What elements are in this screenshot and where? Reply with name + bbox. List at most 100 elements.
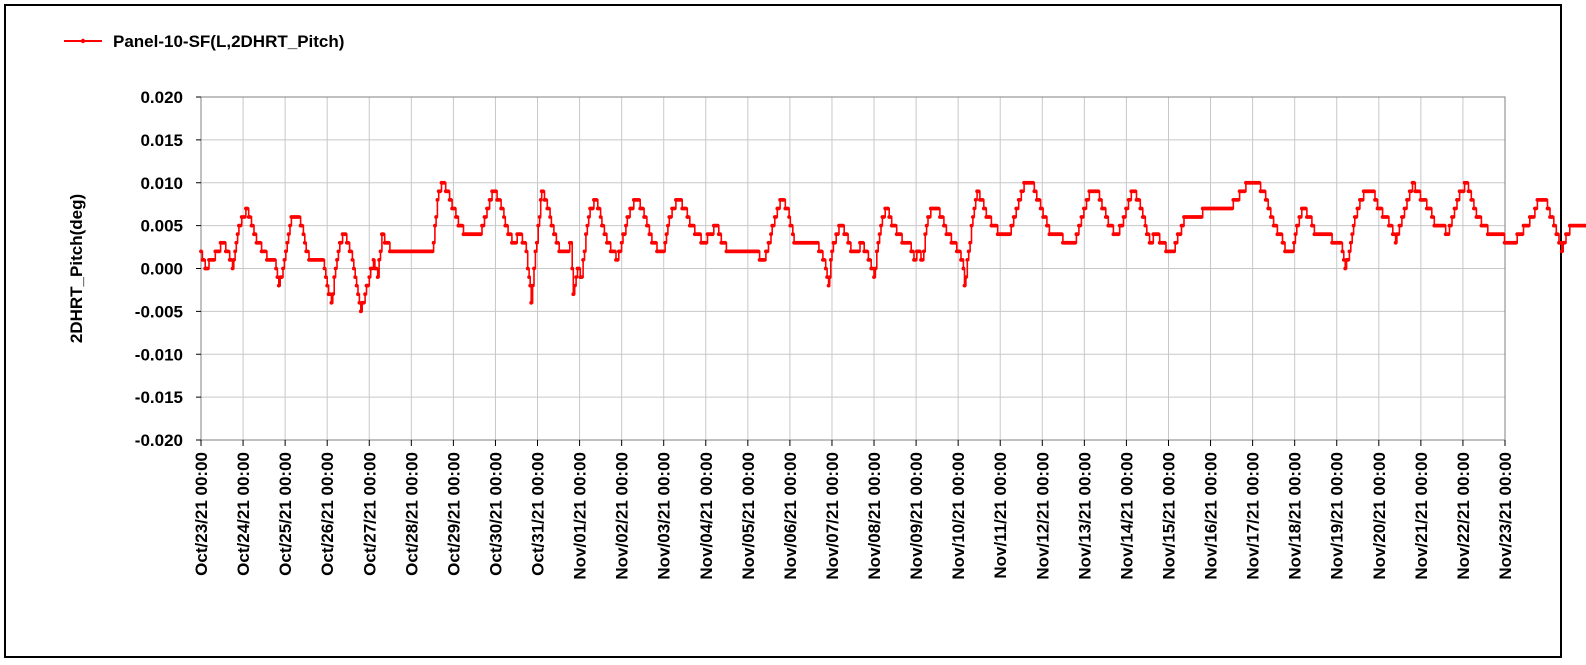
data-point — [1350, 232, 1355, 237]
data-point — [577, 266, 581, 271]
data-point — [378, 249, 383, 254]
data-point — [603, 232, 608, 237]
data-point — [826, 283, 831, 288]
data-point — [366, 283, 370, 288]
data-point — [1075, 232, 1080, 237]
data-point — [787, 215, 791, 219]
data-point — [1412, 180, 1416, 185]
data-point — [790, 232, 795, 237]
x-tick-label: Nov/06/21 00:00 — [781, 452, 800, 580]
data-point — [1292, 240, 1296, 245]
data-point — [767, 240, 772, 245]
data-point — [968, 240, 972, 245]
data-point — [1037, 198, 1042, 202]
data-point — [386, 240, 391, 245]
data-point — [449, 198, 453, 202]
data-point — [879, 223, 883, 228]
data-point — [664, 232, 669, 237]
data-point — [500, 206, 505, 211]
data-point — [336, 249, 341, 254]
data-point — [569, 240, 574, 245]
data-point — [335, 258, 339, 262]
data-point — [321, 258, 325, 262]
x-tick-label: Nov/11/21 00:00 — [991, 452, 1010, 579]
data-point — [841, 223, 845, 228]
legend-label: Panel-10-SF(L,2DHRT_Pitch) — [113, 32, 344, 51]
data-point — [238, 223, 243, 228]
data-point — [1453, 206, 1458, 211]
data-point — [582, 249, 587, 254]
data-point — [920, 258, 925, 262]
y-tick-label: -0.020 — [135, 431, 183, 450]
data-point — [486, 206, 491, 211]
x-tick-label: Nov/19/21 00:00 — [1328, 452, 1347, 580]
data-point — [612, 249, 617, 254]
data-point — [630, 206, 635, 211]
data-point — [691, 223, 696, 228]
data-point — [1346, 258, 1350, 262]
data-point — [1448, 223, 1453, 228]
data-point — [830, 249, 834, 254]
data-point — [1562, 240, 1567, 245]
x-tick-label: Nov/12/21 00:00 — [1033, 452, 1052, 580]
data-point — [1046, 223, 1051, 228]
data-point — [844, 232, 849, 237]
data-point — [1296, 223, 1300, 228]
data-point — [1555, 232, 1560, 237]
data-point — [205, 266, 210, 271]
data-point — [504, 223, 509, 228]
data-point — [1348, 240, 1353, 245]
data-point — [865, 249, 869, 254]
data-point — [433, 223, 437, 228]
data-point — [367, 275, 372, 279]
legend-swatch-marker — [80, 38, 86, 44]
data-point — [286, 232, 291, 237]
y-tick-label: 0.015 — [140, 131, 183, 150]
data-point — [917, 249, 922, 254]
data-point — [1371, 189, 1376, 194]
data-point — [1078, 223, 1082, 228]
data-point — [877, 232, 882, 237]
data-point — [927, 215, 932, 219]
data-point — [1137, 198, 1141, 202]
data-point — [250, 223, 255, 228]
chart-frame — [4, 4, 1562, 658]
data-point — [1262, 189, 1267, 194]
data-point — [571, 292, 576, 297]
data-point — [785, 206, 790, 211]
data-point — [351, 266, 356, 271]
data-point — [961, 266, 966, 271]
data-point — [953, 240, 958, 245]
data-point — [971, 215, 975, 219]
data-point — [374, 266, 379, 271]
data-point — [601, 223, 605, 228]
data-point — [872, 275, 876, 279]
data-point — [1146, 232, 1151, 237]
data-point — [822, 258, 827, 262]
data-point — [534, 240, 539, 245]
data-point — [756, 249, 761, 254]
data-point — [663, 240, 667, 245]
data-point — [199, 249, 203, 254]
x-tick-label: Nov/18/21 00:00 — [1286, 452, 1305, 580]
data-point — [430, 249, 435, 254]
data-point — [1031, 180, 1035, 185]
data-point — [513, 240, 518, 245]
data-point — [333, 266, 338, 271]
data-point — [435, 198, 440, 202]
x-tick-label: Oct/28/21 00:00 — [402, 452, 421, 576]
x-tick-label: Oct/24/21 00:00 — [234, 452, 253, 576]
data-point — [1267, 206, 1272, 211]
data-point — [776, 206, 781, 211]
data-point — [924, 223, 929, 228]
data-point — [1403, 206, 1408, 211]
data-point — [1360, 198, 1365, 202]
data-point — [1514, 240, 1518, 245]
data-point — [723, 240, 727, 245]
data-point — [570, 266, 575, 271]
data-point — [1105, 215, 1109, 219]
data-point — [860, 240, 865, 245]
data-point — [572, 283, 577, 288]
data-point — [964, 275, 968, 279]
